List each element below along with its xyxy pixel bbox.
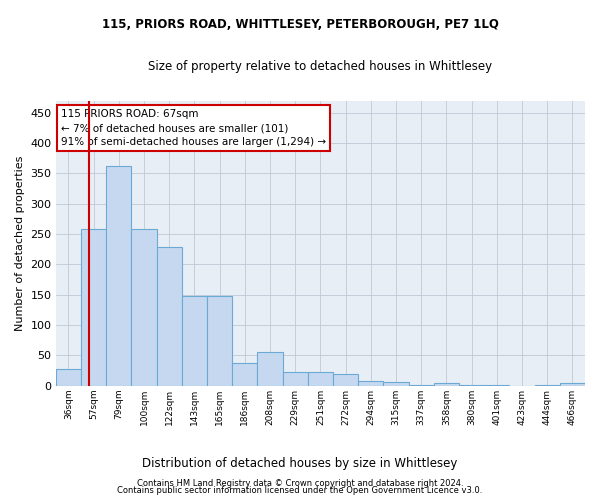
Bar xyxy=(131,229,157,386)
Bar xyxy=(106,166,131,386)
Bar xyxy=(232,363,257,386)
Text: Distribution of detached houses by size in Whittlesey: Distribution of detached houses by size … xyxy=(142,458,458,470)
Title: Size of property relative to detached houses in Whittlesey: Size of property relative to detached ho… xyxy=(148,60,493,73)
Bar xyxy=(333,374,358,386)
Bar xyxy=(81,229,106,386)
Bar xyxy=(157,248,182,386)
Bar xyxy=(459,385,484,386)
Bar xyxy=(283,372,308,386)
Text: Contains public sector information licensed under the Open Government Licence v3: Contains public sector information licen… xyxy=(118,486,482,495)
Bar xyxy=(383,382,409,386)
Bar xyxy=(207,296,232,386)
Bar xyxy=(409,385,434,386)
Bar xyxy=(257,352,283,386)
Bar xyxy=(358,381,383,386)
Bar xyxy=(560,384,585,386)
Text: Contains HM Land Registry data © Crown copyright and database right 2024.: Contains HM Land Registry data © Crown c… xyxy=(137,478,463,488)
Bar xyxy=(434,384,459,386)
Bar xyxy=(308,372,333,386)
Text: 115 PRIORS ROAD: 67sqm
← 7% of detached houses are smaller (101)
91% of semi-det: 115 PRIORS ROAD: 67sqm ← 7% of detached … xyxy=(61,109,326,147)
Y-axis label: Number of detached properties: Number of detached properties xyxy=(15,156,25,331)
Bar xyxy=(56,369,81,386)
Bar xyxy=(535,385,560,386)
Text: 115, PRIORS ROAD, WHITTLESEY, PETERBOROUGH, PE7 1LQ: 115, PRIORS ROAD, WHITTLESEY, PETERBOROU… xyxy=(101,18,499,30)
Bar xyxy=(484,385,509,386)
Bar xyxy=(182,296,207,386)
